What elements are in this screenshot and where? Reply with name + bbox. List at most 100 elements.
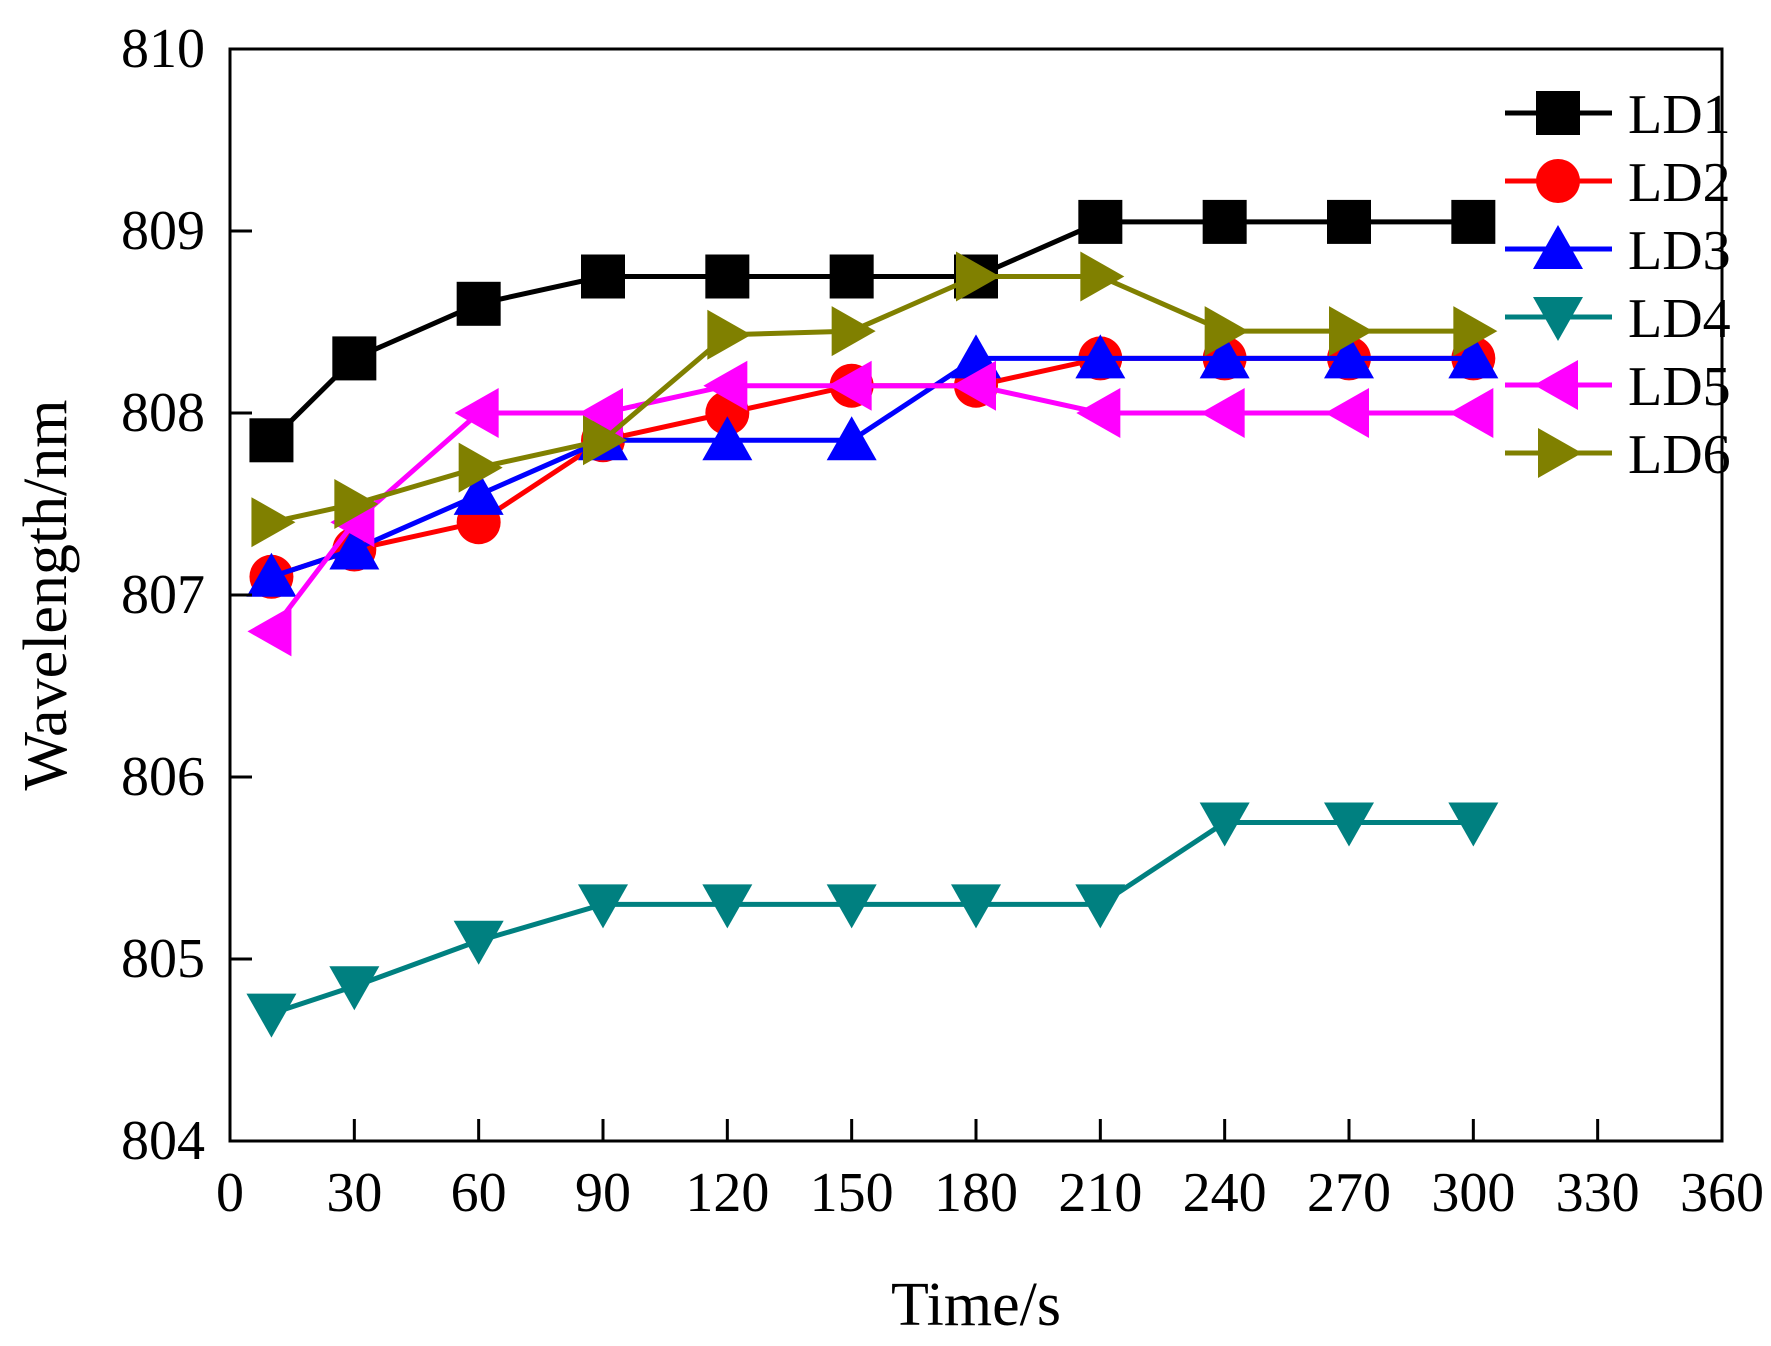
data-point: [702, 884, 753, 929]
x-tick-label: 60: [451, 1162, 507, 1224]
data-point: [334, 479, 379, 529]
data-point: [329, 525, 380, 570]
data-point: [1078, 199, 1123, 244]
y-tick-label: 807: [121, 564, 205, 626]
data-point: [247, 606, 292, 657]
x-tick-label: 150: [810, 1162, 894, 1224]
data-point: [1202, 199, 1247, 244]
legend-item: LD1: [1505, 84, 1731, 146]
x-tick-label: 330: [1556, 1162, 1640, 1224]
legend-marker: [1533, 225, 1583, 269]
data-point: [705, 254, 750, 299]
data-point: [951, 884, 1001, 929]
series-ld2: [249, 336, 1496, 599]
data-point: [826, 416, 877, 461]
legend-label: LD3: [1628, 220, 1731, 282]
legend-label: LD5: [1628, 356, 1731, 418]
series-line: [270, 820, 1474, 1016]
data-point: [249, 418, 294, 463]
legend-item: LD6: [1505, 424, 1731, 486]
data-point: [702, 416, 753, 461]
x-tick-label: 240: [1183, 1162, 1267, 1224]
data-point: [581, 254, 625, 299]
data-point: [826, 884, 877, 929]
data-point: [458, 442, 503, 493]
x-tick-label: 270: [1307, 1162, 1391, 1224]
data-point: [1329, 306, 1373, 357]
data-point: [1200, 388, 1245, 438]
data-point: [1075, 334, 1126, 379]
y-tick-label: 808: [121, 382, 205, 444]
series-ld1: [249, 199, 1496, 463]
legend-marker: [1536, 159, 1580, 203]
data-point: [1448, 334, 1499, 379]
legend-marker: [1533, 297, 1583, 341]
data-point: [1327, 199, 1371, 244]
legend-label: LD6: [1628, 424, 1731, 486]
data-point: [1449, 388, 1494, 438]
series-ld3: [246, 334, 1499, 597]
y-tick-label: 809: [121, 200, 205, 262]
y-tick-label: 806: [121, 746, 205, 808]
data-point: [453, 920, 504, 965]
x-tick-label: 30: [326, 1162, 382, 1224]
x-tick-label: 0: [216, 1162, 244, 1224]
y-tick-label: 804: [121, 1110, 205, 1172]
data-point: [703, 360, 748, 411]
x-tick-label: 120: [685, 1162, 769, 1224]
legend-marker: [1538, 428, 1582, 478]
y-tick-label: 810: [121, 18, 205, 80]
data-point: [583, 415, 627, 466]
x-axis-label: Time/s: [891, 1271, 1061, 1339]
data-point: [251, 497, 296, 548]
data-point: [1325, 388, 1369, 438]
legend-marker: [1536, 91, 1580, 135]
data-point: [332, 336, 377, 381]
data-point: [1451, 199, 1496, 244]
x-tick-label: 180: [934, 1162, 1018, 1224]
data-point: [952, 360, 996, 411]
data-point: [578, 884, 628, 929]
data-point: [456, 281, 501, 326]
data-point: [829, 254, 874, 299]
data-point: [454, 388, 499, 438]
data-point: [831, 306, 876, 357]
legend-item: LD4: [1505, 288, 1731, 350]
x-tick-label: 300: [1431, 1162, 1515, 1224]
legend-marker: [1534, 360, 1578, 410]
data-point: [246, 993, 297, 1038]
data-point: [707, 309, 752, 360]
legend-item: LD5: [1505, 356, 1731, 418]
series-ld6: [251, 251, 1498, 548]
y-axis-label: Wavelength/nm: [12, 399, 80, 790]
x-tick-label: 210: [1058, 1162, 1142, 1224]
data-point: [1080, 251, 1125, 302]
data-point: [329, 966, 380, 1011]
data-point: [827, 360, 872, 411]
x-tick-label: 90: [575, 1162, 631, 1224]
data-point: [579, 388, 623, 438]
data-point: [1199, 334, 1250, 379]
series-ld5: [247, 360, 1494, 657]
legend-label: LD1: [1628, 84, 1731, 146]
data-point: [1324, 802, 1374, 847]
data-point: [1448, 802, 1499, 847]
legend-item: LD3: [1505, 220, 1731, 282]
data-point: [956, 251, 1000, 302]
legend-label: LD2: [1628, 152, 1731, 214]
data-point: [246, 552, 297, 597]
legend-item: LD2: [1505, 152, 1731, 214]
data-point: [1076, 388, 1121, 438]
x-tick-label: 360: [1680, 1162, 1764, 1224]
series-ld4: [246, 802, 1499, 1038]
y-tick-label: 805: [121, 928, 205, 990]
data-point: [453, 470, 504, 515]
legend-label: LD4: [1628, 288, 1731, 350]
data-point: [1453, 306, 1498, 357]
data-point: [1075, 884, 1126, 929]
data-point: [1324, 334, 1374, 379]
data-point: [1204, 306, 1249, 357]
data-point: [1199, 802, 1250, 847]
plot-frame: [228, 47, 1724, 1143]
